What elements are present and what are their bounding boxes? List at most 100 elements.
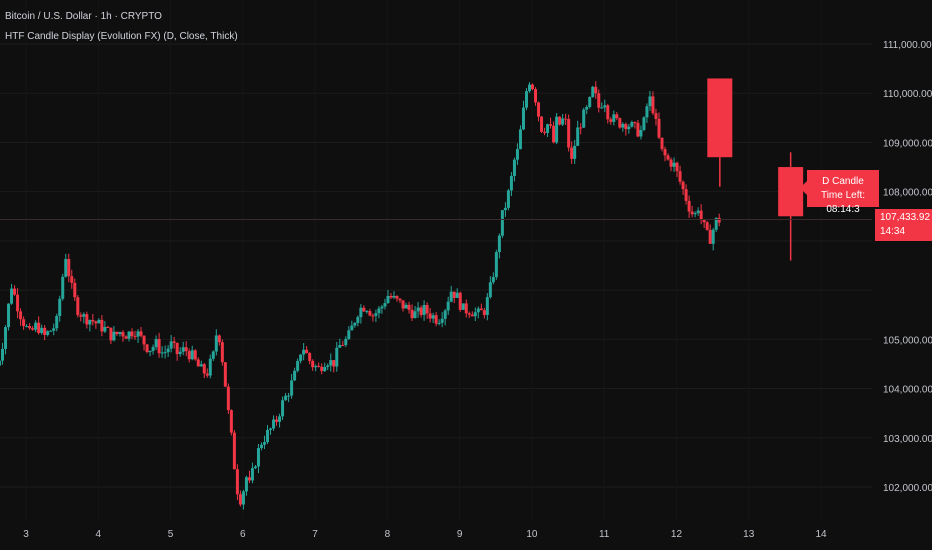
candle-body xyxy=(437,322,441,324)
candle-body xyxy=(13,288,17,295)
candle-body xyxy=(259,444,263,449)
candle-body xyxy=(636,122,640,137)
candle-body xyxy=(211,351,215,359)
candle-body xyxy=(666,155,670,160)
candle-body xyxy=(344,338,348,346)
candle-body xyxy=(449,291,453,302)
candle-body xyxy=(314,365,318,368)
x-tick-label: 4 xyxy=(95,529,101,540)
candle-body xyxy=(606,105,610,120)
candle-body xyxy=(241,491,245,505)
candle-body xyxy=(317,365,321,367)
candle-body xyxy=(564,118,568,120)
candle-body xyxy=(648,96,652,107)
candle-body xyxy=(687,200,691,212)
candle-body xyxy=(627,126,631,130)
candle-body xyxy=(576,127,580,146)
last-price-tag: 107,433.92 14:34 xyxy=(875,209,932,241)
candle-body xyxy=(500,210,504,236)
candle-body xyxy=(573,145,577,159)
x-tick-label: 9 xyxy=(457,529,463,540)
candle-body xyxy=(597,93,601,108)
htf-label-title: D Candle xyxy=(822,176,864,187)
candle-body xyxy=(482,310,486,315)
candle-body xyxy=(106,327,110,329)
candle-body xyxy=(503,207,507,211)
candle-body xyxy=(654,113,658,119)
candle-body xyxy=(624,124,628,130)
x-tick-label: 8 xyxy=(385,529,391,540)
candle-body xyxy=(142,335,146,345)
candle-body xyxy=(235,469,239,495)
x-tick-label: 14 xyxy=(815,529,827,540)
htf-candle-label: D Candle Time Left: 08:14:3 xyxy=(800,170,879,215)
candle-body xyxy=(413,311,417,319)
symbol-legend[interactable]: Bitcoin / U.S. Dollar · 1h · CRYPTO xyxy=(5,11,162,22)
candle-body xyxy=(124,336,128,339)
candle-body xyxy=(609,119,613,122)
candle-body xyxy=(582,109,586,128)
candle-body xyxy=(223,362,227,387)
candle-body xyxy=(175,342,179,355)
candle-body xyxy=(603,105,607,108)
candle-body xyxy=(711,229,715,244)
candle-body xyxy=(118,332,122,335)
candle-body xyxy=(37,322,41,334)
candle-body xyxy=(296,360,300,371)
candle-body xyxy=(633,122,637,124)
candle-body xyxy=(521,107,525,130)
candle-body xyxy=(34,322,38,330)
candle-body xyxy=(621,124,625,128)
candle-body xyxy=(46,331,50,335)
candle-body xyxy=(546,124,550,133)
candle-body xyxy=(555,116,559,143)
candle-body xyxy=(157,339,161,354)
htf-label-time-left: Time Left: 08:14:3 xyxy=(820,190,866,215)
candle-body xyxy=(714,217,718,230)
candle-body xyxy=(181,347,185,352)
candle-body xyxy=(163,352,167,354)
candle-body xyxy=(311,360,315,368)
candle-body xyxy=(187,351,191,360)
candle-body xyxy=(524,91,528,108)
candle-body xyxy=(31,328,35,330)
candle-body xyxy=(49,330,53,332)
indicator-legend[interactable]: HTF Candle Display (Evolution FX) (D, Cl… xyxy=(5,31,238,42)
candle-body xyxy=(272,419,276,429)
candle-body xyxy=(479,308,483,311)
candle-body xyxy=(16,294,20,312)
candle-body xyxy=(422,305,426,315)
candle-body xyxy=(220,342,224,363)
candle-body xyxy=(341,344,345,346)
candle-body xyxy=(651,96,655,114)
candle-body xyxy=(275,419,279,422)
candle-body xyxy=(269,428,273,430)
x-tick-label: 6 xyxy=(240,529,246,540)
candle-body xyxy=(497,235,501,253)
candle-body xyxy=(88,319,92,325)
candle-body xyxy=(4,327,8,349)
candle-body xyxy=(293,370,297,381)
candle-body xyxy=(368,311,372,316)
candle-body xyxy=(416,307,420,312)
candle-body xyxy=(127,331,131,339)
candle-body xyxy=(431,315,435,319)
candle-body xyxy=(612,114,616,122)
candle-body xyxy=(226,386,230,411)
candle-body xyxy=(630,122,634,127)
candle-body xyxy=(696,210,700,214)
candle-body xyxy=(250,468,254,481)
candle-body xyxy=(362,307,366,312)
candle-body xyxy=(55,315,59,329)
candle-body xyxy=(238,494,242,505)
candle-body xyxy=(253,466,257,469)
candle-body xyxy=(407,304,411,310)
candle-body xyxy=(534,89,538,103)
candle-body xyxy=(52,328,56,331)
candle-body xyxy=(699,210,703,220)
y-tick-label: 105,000.00 xyxy=(883,335,932,346)
candle-body xyxy=(133,336,137,338)
candle-body xyxy=(615,114,619,119)
candle-body xyxy=(717,217,721,223)
